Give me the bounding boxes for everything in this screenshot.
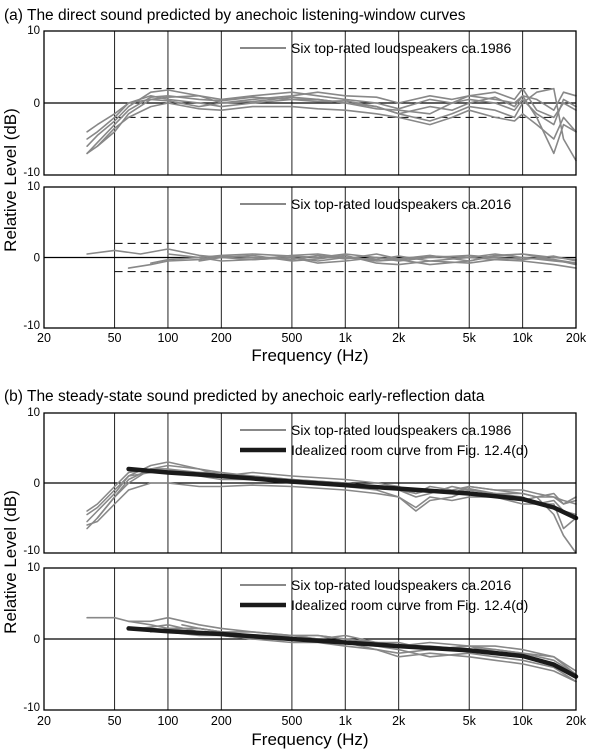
idealized-room-curve [126, 626, 579, 679]
x-tick-label: 10k [513, 714, 534, 728]
x-tick-label: 5k [463, 331, 477, 345]
y-tick-label: 0 [34, 478, 40, 490]
legend: Six top-rated loudspeakers ca.2016 [240, 196, 511, 212]
x-tick-label: 5k [463, 714, 477, 728]
y-tick-label: 0 [34, 634, 40, 646]
x-axis-label: Frequency (Hz) [251, 346, 368, 365]
x-tick-label: 500 [281, 331, 302, 345]
y-tick-label: -10 [23, 702, 40, 714]
series-line-3 [86, 87, 577, 162]
y-tick-label: 0 [34, 253, 40, 265]
x-tick-label: 100 [158, 714, 179, 728]
series-line-3 [150, 253, 577, 264]
series-line-6 [86, 468, 577, 512]
series-line-5 [86, 102, 577, 155]
chart-title: (b) The steady-state sound predicted by … [4, 388, 485, 405]
y-tick-label: 0 [34, 98, 40, 110]
chart-b: (b) The steady-state sound predicted by … [1, 388, 587, 749]
x-tick-label: 2k [392, 714, 406, 728]
x-tick-label: 50 [108, 714, 122, 728]
y-tick-label: 10 [27, 25, 40, 37]
x-tick-label: 20 [37, 714, 51, 728]
panel-2: 10 0 -10 Six top-rated loudspeakers ca.2016 [23, 181, 577, 332]
x-axis-label: Frequency (Hz) [251, 730, 368, 749]
idealized-room-curve [126, 466, 579, 521]
plot-frame [43, 30, 577, 176]
y-tick-label: -10 [23, 320, 40, 332]
y-tick-label: 10 [27, 181, 40, 193]
y-tick-label: 10 [27, 562, 40, 574]
plot-frame [43, 412, 577, 554]
y-tick-label: -10 [23, 545, 40, 557]
y-tick-label: -10 [23, 167, 40, 179]
panel-2: 10 0 -10 Six top-rated loudspeakers ca.2016… [23, 562, 579, 714]
series-line-4 [167, 253, 577, 269]
x-tick-label: 10k [513, 331, 534, 345]
panel-1: 10 0 -10 Six top-rated loudspeakers ca.1986 [23, 25, 577, 179]
x-tick-label: 2k [392, 331, 406, 345]
series-line-5 [198, 253, 577, 266]
series-line-6 [86, 87, 577, 133]
chart-a: (a) The direct sound predicted by anecho… [1, 7, 587, 365]
legend-label: Six top-rated loudspeakers ca.1986 [291, 422, 511, 438]
y-axis-label: Relative Level (dB) [1, 490, 20, 634]
series-line-4 [96, 468, 577, 519]
x-tick-label: 50 [108, 331, 122, 345]
panel-1: 10 0 -10 Six top-rated loudspeakers ca.1986… [23, 407, 579, 557]
legend-label: Six top-rated loudspeakers ca.2016 [291, 577, 511, 593]
legend: Six top-rated loudspeakers ca.1986 [240, 40, 511, 56]
y-axis-label: Relative Level (dB) [1, 108, 20, 252]
x-tick-label: 20k [566, 331, 587, 345]
x-tick-label: 1k [339, 714, 353, 728]
legend-label: Idealized room curve from Fig. 12.4(d) [291, 597, 528, 613]
series-line-6 [251, 253, 577, 266]
x-tick-label: 200 [211, 331, 232, 345]
plot-frame [43, 186, 577, 329]
chart-title: (a) The direct sound predicted by anecho… [4, 7, 466, 24]
plot-frame [43, 567, 577, 711]
x-tick-label: 100 [158, 331, 179, 345]
legend-label: Six top-rated loudspeakers ca.1986 [291, 40, 511, 56]
x-tick-label: 200 [211, 714, 232, 728]
y-tick-label: 10 [27, 407, 40, 419]
legend-label: Six top-rated loudspeakers ca.2016 [291, 196, 511, 212]
legend: Six top-rated loudspeakers ca.1986 Ideali… [240, 422, 528, 458]
x-tick-label: 20k [566, 714, 587, 728]
x-tick-label: 20 [37, 331, 51, 345]
series-line-5 [86, 482, 577, 526]
x-tick-label: 500 [281, 714, 302, 728]
x-tick-label: 1k [339, 331, 353, 345]
legend-label: Idealized room curve from Fig. 12.4(d) [291, 442, 528, 458]
legend: Six top-rated loudspeakers ca.2016 Ideali… [240, 577, 528, 613]
